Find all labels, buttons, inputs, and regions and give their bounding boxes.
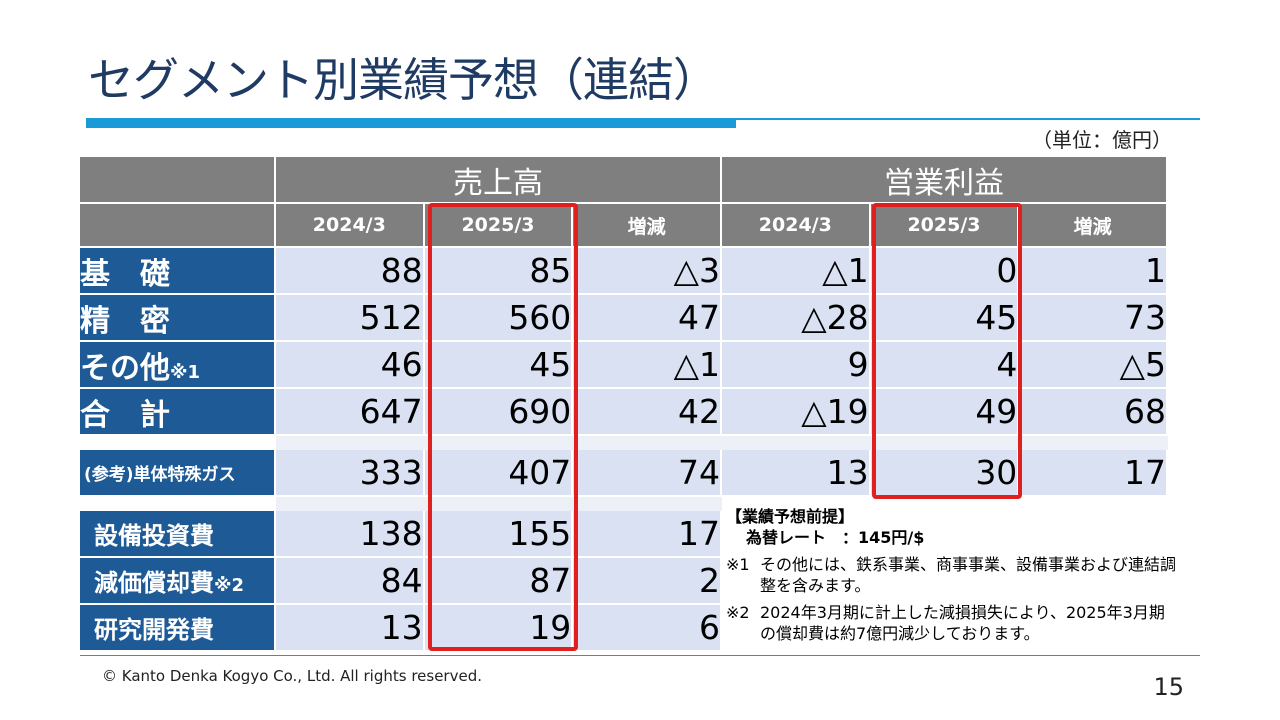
- table-row-rnd: 研究開発費 13 19 6: [80, 605, 1168, 652]
- row-label: 基 礎: [80, 248, 276, 295]
- segment-forecast-table: 売上高 営業利益 2024/3 2025/3 増減 2024/3 2025/3 …: [80, 157, 1168, 652]
- table-cell: △3: [573, 248, 722, 295]
- table-cell: 73: [1019, 295, 1168, 342]
- table-cell: 17: [573, 511, 722, 558]
- table-cell: △28: [722, 295, 871, 342]
- exchange-rate: 為替レート ：145円/$: [746, 528, 925, 547]
- row-label: その他※1: [80, 342, 276, 389]
- table-cell: 9: [722, 342, 871, 389]
- header-period: 2025/3: [870, 204, 1020, 248]
- row-label-text: 減価償却費: [94, 569, 214, 597]
- header-period: 2024/3: [722, 204, 871, 248]
- header-change: 増減: [1019, 204, 1168, 248]
- footnote-item: ※1 その他には、鉄系事業、商事事業、設備事業および連結調整を含みます。: [726, 554, 1176, 596]
- table-cell: △1: [573, 342, 722, 389]
- table-cell: 74: [573, 450, 722, 497]
- table-cell: △5: [1019, 342, 1168, 389]
- table-cell: 13: [276, 605, 425, 652]
- table-cell: 690: [424, 389, 574, 436]
- table-cell: 560: [424, 295, 574, 342]
- table-row: 基 礎 88 85 △3 △1 0 1: [80, 248, 1168, 295]
- row-label: 精 密: [80, 295, 276, 342]
- row-spacer: [80, 436, 1168, 450]
- header-period: 2025/3: [424, 204, 574, 248]
- row-label: 減価償却費※2: [80, 558, 276, 605]
- table-row-capex: 設備投資費 138 155 17: [80, 511, 1168, 652]
- forecast-assumptions: 【業績予想前提】 為替レート ：145円/$ ※1 その他には、鉄系事業、商事事…: [726, 506, 1176, 644]
- header-operating-profit: 営業利益: [722, 157, 1168, 204]
- table-cell: 4: [870, 342, 1020, 389]
- header-row-groups: 売上高 営業利益: [80, 157, 1168, 204]
- row-spacer: [80, 497, 1168, 511]
- table-cell: △1: [722, 248, 871, 295]
- table-row-depreciation: 減価償却費※2 84 87 2: [80, 558, 1168, 605]
- title-underline-thick: [86, 118, 736, 128]
- highlight-box-profit-2025: [872, 203, 1022, 499]
- table-cell: 85: [424, 248, 574, 295]
- header-blank: [80, 204, 276, 248]
- table-cell: 49: [870, 389, 1020, 436]
- row-label: 研究開発費: [80, 605, 276, 652]
- table-row: その他※1 46 45 △1 9 4 △5: [80, 342, 1168, 389]
- table-cell: 84: [276, 558, 425, 605]
- footnote-marker: ※1: [170, 361, 201, 383]
- footer-divider: [80, 655, 1200, 656]
- footnote-text: その他には、鉄系事業、商事事業、設備事業および連結調整を含みます。: [760, 555, 1177, 595]
- table-cell: 17: [1019, 450, 1168, 497]
- table-cell: 42: [573, 389, 722, 436]
- table-cell: 88: [276, 248, 425, 295]
- unit-label: （単位：億円）: [1032, 128, 1172, 152]
- table-row-total: 合 計 647 690 42 △19 49 68: [80, 389, 1168, 436]
- table-cell: 0: [870, 248, 1020, 295]
- table-cell: 45: [870, 295, 1020, 342]
- page-title: セグメント別業績予想（連結）: [88, 53, 719, 107]
- header-sales: 売上高: [276, 157, 722, 204]
- table-cell: 46: [276, 342, 425, 389]
- footnote-mark: ※1: [726, 555, 750, 574]
- table-cell: 13: [722, 450, 871, 497]
- table-cell: 407: [424, 450, 574, 497]
- table-cell: 87: [424, 558, 574, 605]
- copyright: © Kanto Denka Kogyo Co., Ltd. All rights…: [102, 667, 482, 685]
- notes-area: [722, 511, 1168, 652]
- row-label: (参考)単体特殊ガス: [80, 450, 276, 497]
- table-row-reference: (参考)単体特殊ガス 333 407 74 13 30 17: [80, 450, 1168, 497]
- footnote-marker: ※2: [214, 575, 245, 596]
- row-label-text: その他: [80, 350, 170, 386]
- table-cell: △19: [722, 389, 871, 436]
- row-label: 合 計: [80, 389, 276, 436]
- table-cell: 647: [276, 389, 425, 436]
- table-cell: 512: [276, 295, 425, 342]
- table-cell: 138: [276, 511, 425, 558]
- table-cell: 1: [1019, 248, 1168, 295]
- header-period: 2024/3: [276, 204, 425, 248]
- table-cell: 47: [573, 295, 722, 342]
- table-cell: 45: [424, 342, 574, 389]
- table-cell: 68: [1019, 389, 1168, 436]
- header-row-periods: 2024/3 2025/3 増減 2024/3 2025/3 増減: [80, 204, 1168, 248]
- table-row: 精 密 512 560 47 △28 45 73: [80, 295, 1168, 342]
- header-change: 増減: [573, 204, 722, 248]
- row-label: 設備投資費: [80, 511, 276, 558]
- header-blank: [80, 157, 276, 204]
- title-underline-thin: [736, 118, 1200, 120]
- table-cell: 155: [424, 511, 574, 558]
- footnote-mark: ※2: [726, 603, 750, 622]
- table-cell: 2: [573, 558, 722, 605]
- footnote-text: 2024年3月期に計上した減損損失により、2025年3月期の償却費は約7億円減少…: [760, 603, 1165, 643]
- assumptions-title: 【業績予想前提】: [726, 507, 855, 526]
- table-cell: 19: [424, 605, 574, 652]
- table-cell: 6: [573, 605, 722, 652]
- footnote-item: ※2 2024年3月期に計上した減損損失により、2025年3月期の償却費は約7億…: [726, 602, 1176, 644]
- page-number: 15: [1153, 673, 1184, 701]
- highlight-box-sales-2025: [428, 203, 578, 651]
- table-cell: 333: [276, 450, 425, 497]
